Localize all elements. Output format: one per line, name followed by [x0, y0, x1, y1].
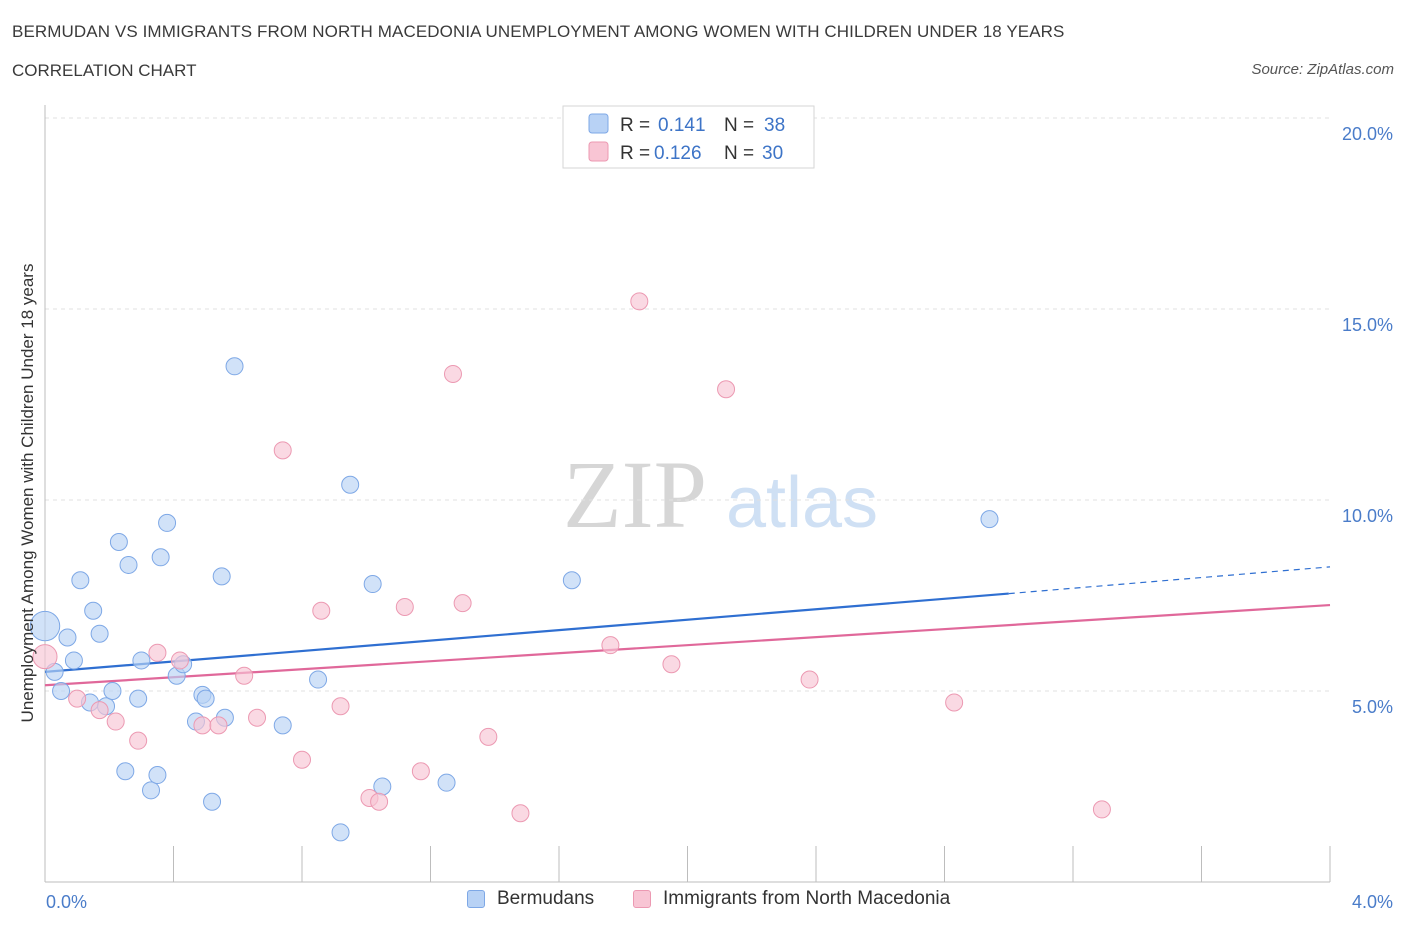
chart-subtitle: CORRELATION CHART: [12, 61, 197, 80]
x-tick-label-1: 4.0%: [1352, 892, 1393, 912]
macedonia-point-18: [411, 762, 430, 781]
bermudans-point-13: [119, 555, 138, 574]
bermudans-point-0: [29, 610, 61, 642]
bermudans-point-25: [203, 792, 222, 811]
data-points: [29, 292, 1111, 842]
source-credit: Source: ZipAtlas.com: [1251, 61, 1394, 78]
bermudans-point-15: [132, 651, 151, 670]
macedonia-point-23: [601, 636, 620, 655]
bermudans-point-35: [437, 773, 456, 792]
macedonia-point-13: [312, 601, 331, 620]
bermudans-point-11: [109, 533, 128, 552]
macedonia-point-21: [479, 727, 498, 746]
chart-title: BERMUDAN VS IMMIGRANTS FROM NORTH MACEDO…: [12, 22, 1065, 41]
legend-n-value-1: 38: [764, 115, 785, 136]
macedonia-point-29: [1092, 800, 1111, 819]
legend-n-label-1: N =: [724, 115, 754, 136]
bottom-swatch-macedonia: [633, 890, 651, 908]
bottom-legend-label-bermudans: Bermudans: [497, 888, 595, 909]
bottom-legend-label-macedonia: Immigrants from North Macedonia: [663, 888, 951, 909]
legend-swatch-bermudans: [588, 113, 609, 134]
macedonia-point-28: [945, 693, 964, 712]
legend-r-value-2: 0.126: [654, 143, 702, 164]
y-tick-label-1: 10.0%: [1342, 506, 1393, 526]
macedonia-point-9: [235, 666, 254, 685]
bermudans-point-10: [103, 682, 122, 700]
bermudans-trend-extension: [1008, 566, 1331, 595]
bermudans-point-31: [331, 823, 350, 842]
y-tick-label-0: 5.0%: [1352, 697, 1393, 717]
y-tick-label-2: 15.0%: [1342, 315, 1393, 335]
legend-r-value-1: 0.141: [658, 115, 706, 136]
macedonia-point-0: [32, 644, 58, 670]
macedonia-point-11: [273, 441, 292, 460]
bermudans-point-12: [116, 762, 135, 781]
ticks: 5.0% 10.0% 15.0% 20.0% 0.0% 4.0%: [46, 124, 1393, 912]
bermudans-point-33: [363, 575, 382, 594]
macedonia-point-22: [511, 804, 530, 823]
bermudans-point-8: [90, 624, 109, 643]
macedonia-point-16: [370, 792, 389, 811]
macedonia-point-4: [129, 731, 148, 750]
legend-n-value-2: 30: [762, 143, 783, 164]
bermudans-point-3: [58, 628, 77, 647]
legend-swatch-macedonia: [588, 141, 609, 162]
macedonia-point-12: [293, 750, 311, 769]
bermudans-point-19: [158, 513, 177, 532]
bermudans-point-7: [84, 601, 103, 620]
watermark-zip: ZIP: [563, 441, 707, 548]
bermudans-point-14: [129, 689, 148, 708]
macedonia-point-2: [90, 701, 109, 720]
macedonia-point-26: [717, 380, 736, 399]
macedonia-point-19: [443, 364, 462, 383]
bermudans-point-29: [273, 716, 292, 735]
macedonia-point-3: [106, 712, 125, 731]
bermudans-point-30: [309, 670, 328, 689]
bermudans-point-26: [212, 567, 231, 586]
bermudans-point-36: [562, 571, 581, 590]
trend-lines: [44, 566, 1331, 687]
macedonia-point-14: [331, 697, 350, 716]
macedonia-point-27: [800, 670, 819, 689]
legend-n-label-2: N =: [724, 143, 754, 164]
legend-r-label-2: R =: [620, 143, 650, 164]
x-tick-label-0: 0.0%: [46, 892, 87, 912]
macedonia-point-17: [395, 597, 414, 616]
grid: [45, 117, 1330, 692]
macedonia-point-5: [148, 643, 167, 662]
bottom-swatch-bermudans: [467, 890, 485, 908]
macedonia-point-1: [68, 689, 87, 708]
bermudans-point-17: [148, 766, 167, 785]
bermudans-point-32: [341, 475, 360, 494]
bermudans-point-16: [142, 781, 161, 800]
bermudans-point-2: [52, 682, 71, 700]
macedonia-trend-line: [44, 603, 1331, 687]
macedonia-point-24: [630, 292, 649, 311]
macedonia-point-6: [170, 651, 189, 670]
bermudans-point-4: [64, 651, 83, 670]
bermudans-point-5: [71, 571, 90, 590]
macedonia-point-25: [662, 655, 681, 674]
watermark-atlas: atlas: [726, 463, 878, 543]
macedonia-point-10: [248, 708, 267, 727]
correlation-legend: R = 0.141 N = 38 R = 0.126 N = 30: [562, 105, 815, 169]
bottom-legend-bermudans: Bermudans: [467, 888, 594, 910]
y-tick-label-3: 20.0%: [1342, 124, 1393, 144]
bermudans-point-28: [225, 357, 244, 376]
macedonia-point-8: [209, 716, 228, 735]
bermudans-point-18: [151, 548, 170, 567]
bermudans-point-24: [196, 689, 215, 708]
macedonia-point-7: [193, 716, 212, 735]
bottom-legend-macedonia: Immigrants from North Macedonia: [633, 888, 950, 910]
macedonia-point-20: [453, 594, 472, 613]
bermudans-trend-line: [44, 592, 1009, 673]
legend-r-label-1: R =: [620, 115, 650, 136]
y-axis-label: Unemployment Among Women with Children U…: [18, 264, 37, 723]
bermudans-point-37: [980, 510, 999, 529]
